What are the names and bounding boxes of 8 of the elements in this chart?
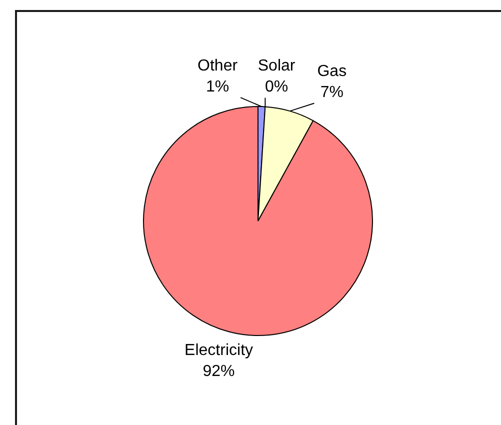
- data-label: 7%: [320, 84, 344, 102]
- data-label: 92%: [202, 362, 235, 380]
- slice-label: Electricity: [184, 342, 253, 359]
- category-label: Solar: [258, 58, 296, 75]
- slice-label: Other: [198, 57, 238, 74]
- slice-label: Gas: [317, 63, 347, 80]
- text: 0%: [264, 78, 288, 96]
- data-label: 1%: [206, 78, 230, 96]
